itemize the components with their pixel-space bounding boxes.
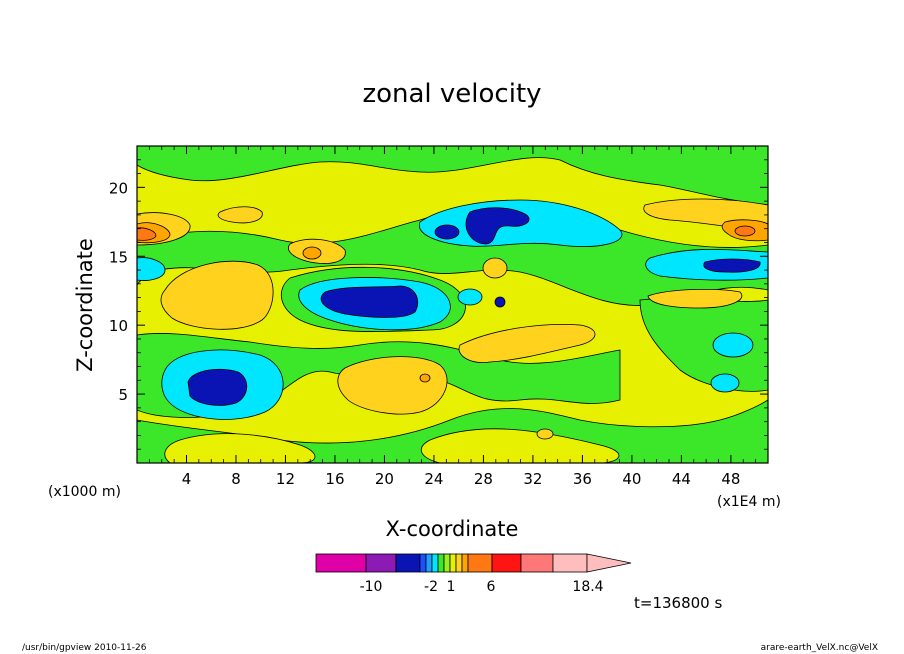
colorbar-segment (365, 553, 397, 573)
contour-yellow-bottom-1 (164, 433, 316, 463)
colorbar-labels: -10 -2 1 6 18.4 (360, 579, 604, 595)
colorbar-segment (552, 553, 588, 573)
x-tick-label: 8 (231, 470, 241, 488)
x-tick-label: 28 (474, 470, 493, 488)
x-axis-title: X-coordinate (386, 517, 519, 541)
x-tick-label: 24 (424, 470, 443, 488)
contour-blue-mid (320, 285, 419, 318)
contour-cyan-right-small (712, 332, 754, 358)
chart-title: zonal velocity (362, 79, 541, 109)
colorbar-segment (315, 553, 367, 573)
x-tick-label: 20 (375, 470, 394, 488)
y-tick-label: 5 (118, 386, 128, 404)
y-tick-label: 20 (109, 179, 128, 197)
contour-blue-right (703, 258, 761, 273)
colorbar-tick-label: -10 (360, 579, 383, 595)
contour-orange-lower-center (337, 356, 448, 415)
colorbar-segment (395, 553, 421, 573)
colorbar-segment (431, 553, 439, 573)
colorbar-arrow (586, 553, 632, 573)
contour-orange-core-upper (302, 246, 322, 260)
contour-cyan-right-small-2 (710, 373, 740, 393)
x-tick-label: 48 (721, 470, 740, 488)
colorbar-tick-label: 18.4 (572, 579, 603, 595)
y-tick-label: 10 (109, 317, 128, 335)
colorbar-tick-label: -2 (424, 579, 438, 595)
contour-blue-upper (465, 207, 530, 245)
contour-orange-center (458, 323, 596, 363)
contour-green-top (137, 146, 768, 206)
colorbar-segment (443, 553, 451, 573)
y-axis-title: Z-coordinate (73, 238, 97, 372)
contour-cyan-small-3 (457, 288, 483, 306)
footer-right: arare-earth_VelX.nc@VelX (761, 643, 878, 653)
contour-orange-top-left (217, 206, 263, 224)
heatmap-field (137, 146, 768, 463)
x-tick-label: 40 (622, 470, 641, 488)
x-unit-right: (x1E4 m) (717, 494, 781, 510)
contour-blue-lower-left (187, 368, 248, 406)
colorbar-segment (425, 553, 433, 573)
colorbar-segment (437, 553, 445, 573)
time-label: t=136800 s (634, 594, 722, 612)
contour-cyan-left-edge (137, 257, 166, 281)
colorbar-segment (520, 553, 554, 573)
x-tick-label: 16 (325, 470, 344, 488)
contour-orange-left (160, 260, 274, 330)
x-tick-label: 12 (276, 470, 295, 488)
contour-blue-upper-small (434, 224, 460, 240)
footer-left: /usr/bin/gpview 2010-11-26 (22, 643, 147, 653)
contour-red-left-core (137, 227, 157, 241)
x-tick-label: 36 (573, 470, 592, 488)
contour-yellow-bottom-2 (420, 428, 620, 463)
contour-red-right-core (734, 225, 756, 237)
plot-frame (136, 145, 769, 464)
y-tick-label: 15 (109, 248, 128, 266)
y-axis: 5 10 15 20 (109, 159, 768, 450)
contour-orange-right-mid (647, 288, 743, 309)
x-tick-label: 32 (523, 470, 542, 488)
contour-orange-small-3 (536, 428, 554, 440)
colorbar-segment (491, 553, 522, 573)
colorbar (315, 553, 632, 573)
contour-blue-small (494, 296, 506, 308)
contour-orange-small-1 (482, 257, 508, 279)
colorbar-segment (461, 553, 469, 573)
colorbar-segment (455, 553, 463, 573)
colorbar-tick-label: 1 (447, 579, 456, 595)
colorbar-segment (467, 553, 493, 573)
colorbar-segment (449, 553, 457, 573)
colorbar-tick-label: 6 (487, 579, 496, 595)
x-tick-label: 44 (672, 470, 691, 488)
x-unit-left: (x1000 m) (48, 484, 121, 500)
x-axis: 4 8 12 16 20 24 28 32 36 40 44 48 (148, 146, 757, 488)
colorbar-segment (419, 553, 427, 573)
contour-orange-small-2 (419, 373, 431, 383)
x-tick-label: 4 (182, 470, 192, 488)
